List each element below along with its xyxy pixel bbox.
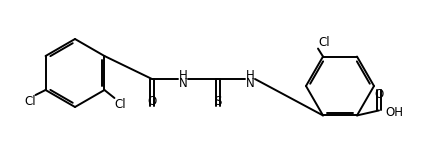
Text: H: H bbox=[179, 69, 188, 82]
Text: H: H bbox=[246, 69, 255, 82]
Text: O: O bbox=[148, 95, 156, 108]
Text: N: N bbox=[246, 77, 255, 90]
Text: Cl: Cl bbox=[24, 95, 36, 108]
Text: Cl: Cl bbox=[318, 36, 329, 49]
Text: OH: OH bbox=[385, 106, 403, 119]
Text: S: S bbox=[214, 95, 222, 108]
Text: Cl: Cl bbox=[114, 98, 126, 111]
Text: O: O bbox=[375, 88, 384, 101]
Text: N: N bbox=[179, 77, 188, 90]
